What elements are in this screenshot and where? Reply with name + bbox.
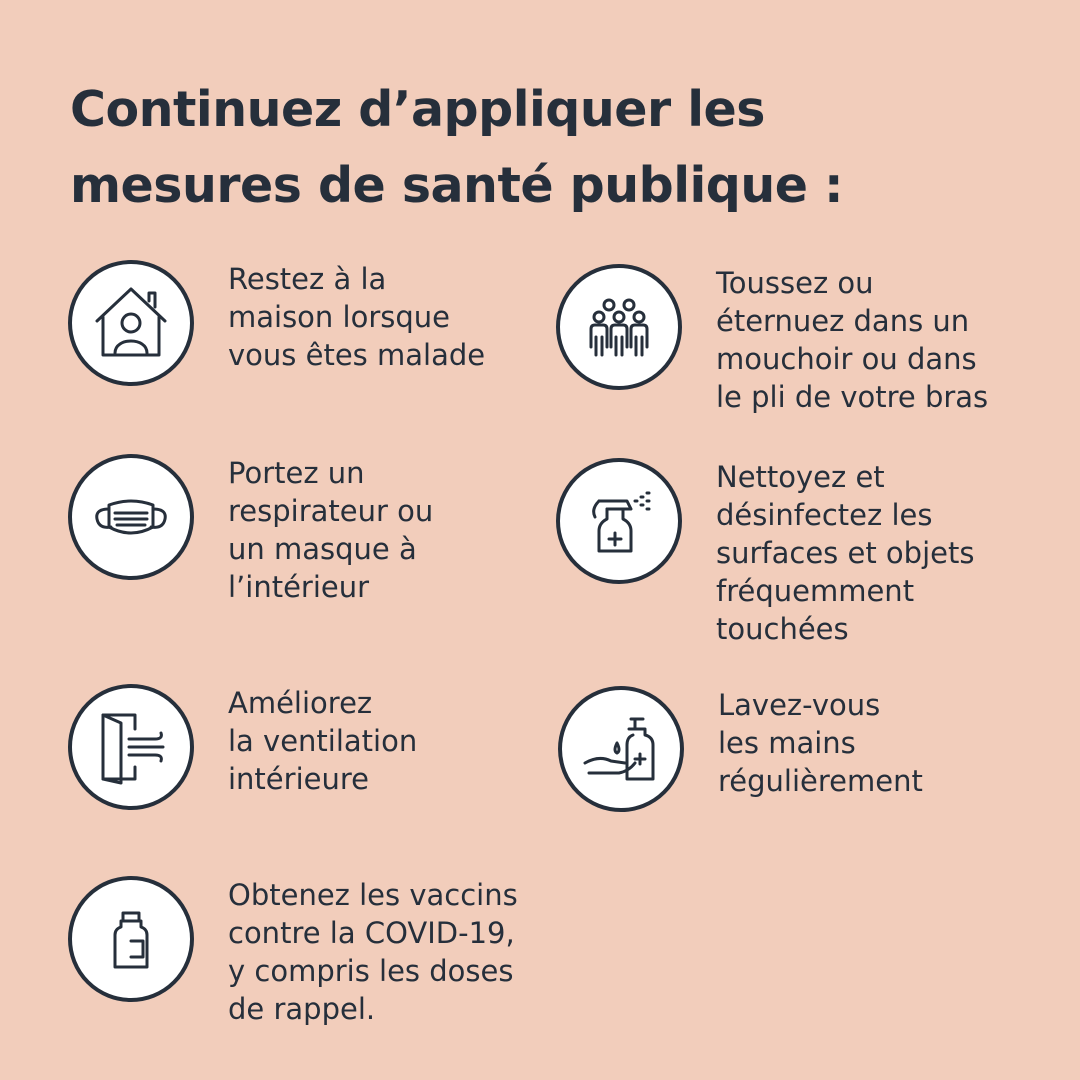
mask-icon (68, 454, 194, 580)
measure-text: Lavez-vous les mains régulièrement (718, 688, 923, 798)
measure-mask: Portez un respirateur ou un masque à l’i… (68, 454, 433, 606)
vaccine-vial-icon (68, 876, 194, 1002)
measure-text: Améliorez la ventilation intérieure (228, 686, 418, 796)
measure-text: Portez un respirateur ou un masque à l’i… (228, 456, 434, 604)
house-person-icon (68, 260, 194, 386)
spray-bottle-icon (556, 458, 682, 584)
ventilation-door-icon (68, 684, 194, 810)
measure-text: Restez à la maison lorsque vous êtes mal… (228, 262, 486, 372)
page-title: Continuez d’appliquer les mesures de san… (70, 81, 844, 214)
measure-stay-home: Restez à la maison lorsque vous êtes mal… (68, 260, 485, 386)
measure-text: Obtenez les vaccins contre la COVID-19, … (228, 878, 518, 1026)
measure-text: Toussez ou éternuez dans un mouchoir ou … (716, 266, 989, 414)
measure-wash-hands: Lavez-vous les mains régulièrement (558, 686, 923, 812)
measure-ventilation: Améliorez la ventilation intérieure (68, 684, 417, 810)
measure-cough: Toussez ou éternuez dans un mouchoir ou … (556, 264, 988, 416)
group-people-icon (556, 264, 682, 390)
measure-vaccine: Obtenez les vaccins contre la COVID-19, … (68, 876, 518, 1028)
measure-disinfect: Nettoyez et désinfectez les surfaces et … (556, 458, 974, 648)
hand-sanitizer-icon (558, 686, 684, 812)
measure-text: Nettoyez et désinfectez les surfaces et … (716, 460, 975, 646)
